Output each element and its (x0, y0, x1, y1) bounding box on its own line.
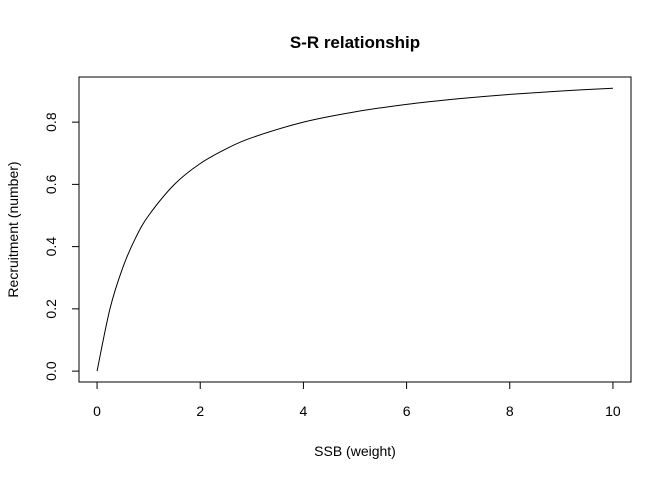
x-axis: 0 2 4 6 8 10 (93, 381, 621, 419)
series-line-0 (96, 87, 613, 372)
x-tick-label: 6 (403, 403, 411, 419)
y-axis-label: Recruitment (number) (5, 161, 21, 297)
x-axis-label: SSB (weight) (314, 443, 396, 459)
plot-frame (78, 76, 632, 383)
y-tick-label: 0.4 (43, 237, 59, 257)
y-tick-label: 0.0 (43, 361, 59, 381)
y-tick-label: 0.2 (43, 299, 59, 319)
x-tick-label: 0 (93, 403, 101, 419)
series-layer (96, 87, 613, 372)
x-tick-label: 10 (605, 403, 621, 419)
y-tick-label: 0.6 (43, 174, 59, 194)
y-tick-label: 0.8 (43, 112, 59, 132)
x-tick-label: 2 (196, 403, 204, 419)
x-tick-label: 8 (506, 403, 514, 419)
chart-title: S-R relationship (290, 33, 420, 52)
y-axis: 0.0 0.2 0.4 0.6 0.8 (43, 112, 80, 381)
x-tick-label: 4 (300, 403, 308, 419)
